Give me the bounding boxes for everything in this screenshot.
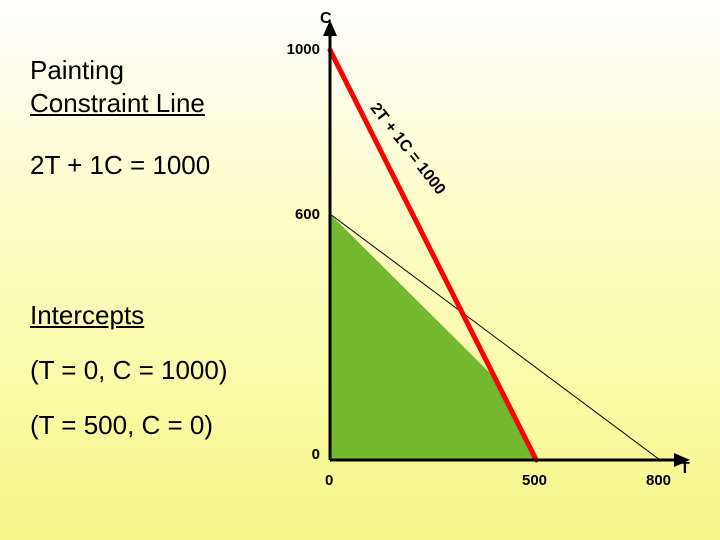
x-tick-500: 500 [522,472,547,489]
intercept-2: (T = 500, C = 0) [30,410,213,441]
y-tick-1000: 1000 [287,41,320,58]
x-axis-label: T [680,460,690,478]
x-tick-800: 800 [646,472,671,489]
equation-text: 2T + 1C = 1000 [30,150,210,181]
chart-svg [290,10,710,500]
title-line-2: Constraint Line [30,88,205,119]
y-axis-label: C [320,10,332,28]
title-line-1: Painting [30,55,124,86]
chart-area: C T 1000 600 0 0 500 800 2T + 1C = 1000 [290,10,710,500]
intercept-1: (T = 0, C = 1000) [30,355,228,386]
y-tick-600: 600 [295,206,320,223]
y-tick-0: 0 [312,446,320,463]
x-tick-0: 0 [325,472,333,489]
intercepts-heading: Intercepts [30,300,144,331]
